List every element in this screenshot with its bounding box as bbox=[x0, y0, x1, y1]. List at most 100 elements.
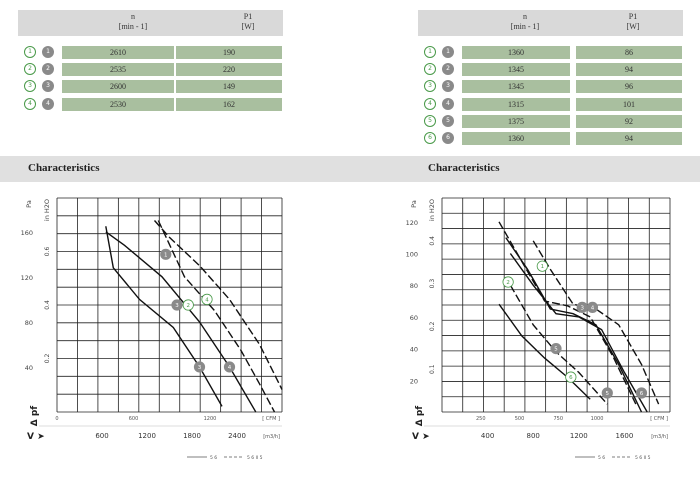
speed-cell: 1345 bbox=[462, 63, 570, 77]
curve-marker bbox=[160, 248, 172, 260]
curve-marker-icon: 6 bbox=[424, 132, 436, 144]
series-line-4 bbox=[532, 240, 660, 405]
y-secondary-tick-label: 0.4 bbox=[44, 300, 51, 310]
x-m3h-unit: [m3/h] bbox=[651, 434, 668, 440]
curve-marker-label: 6 bbox=[569, 375, 573, 381]
x-m3h-tick-label: 600 bbox=[95, 432, 108, 440]
table-row: 3 3 2600 149 bbox=[18, 80, 288, 94]
series-line-4 bbox=[157, 220, 276, 413]
power-cell: 101 bbox=[576, 97, 682, 111]
right-section-title: Characteristics bbox=[428, 162, 500, 174]
x-m3h-tick-label: 1600 bbox=[615, 432, 633, 440]
power-cell: 190 bbox=[176, 46, 282, 59]
series-line-2 bbox=[505, 237, 643, 413]
speed-cell: 1315 bbox=[462, 97, 570, 111]
power-cell: 162 bbox=[176, 97, 282, 111]
curve-marker-icon: 4 bbox=[24, 97, 36, 110]
speed-cell: 1360 bbox=[462, 132, 570, 145]
table-row: 5 5 1375 92 bbox=[418, 114, 688, 129]
power-cell: 94 bbox=[576, 63, 682, 77]
speed-cell: 2530 bbox=[62, 97, 174, 111]
curve-marker-icon: 4 bbox=[442, 97, 454, 110]
curve-marker-icon: 2 bbox=[442, 63, 454, 76]
curve-marker-label: 1 bbox=[164, 252, 168, 258]
y-tick-label: 80 bbox=[410, 282, 418, 290]
x-m3h-tick-label: 1800 bbox=[183, 432, 201, 440]
curve-marker-icon: 3 bbox=[24, 80, 36, 93]
curve-marker-icon: 4 bbox=[42, 97, 54, 110]
v-axis-label: V ➤ bbox=[27, 432, 45, 442]
speed-cell: 1360 bbox=[462, 46, 570, 59]
table-row: 2 2 2535 220 bbox=[18, 63, 288, 77]
speed-cell: 2600 bbox=[62, 80, 174, 94]
curve-marker-label: 4 bbox=[228, 365, 232, 371]
speed-cell: 1375 bbox=[462, 114, 570, 128]
power-cell: 94 bbox=[576, 132, 682, 145]
y-tick-label: 120 bbox=[406, 219, 418, 227]
right-p-header: P1 [W] bbox=[626, 12, 640, 31]
curve-marker-icon: 3 bbox=[442, 80, 454, 93]
curve-marker bbox=[171, 299, 183, 311]
x-cfm-tick-label: 0 bbox=[55, 416, 58, 422]
speed-cell: 2610 bbox=[62, 46, 174, 59]
x-cfm-tick-label: 500 bbox=[515, 416, 525, 422]
curve-marker-label: 5 bbox=[606, 391, 610, 397]
curve-marker bbox=[223, 361, 236, 373]
left-n-header: n [min - 1] bbox=[118, 12, 148, 31]
curve-marker-icon: 3 bbox=[42, 80, 54, 93]
y-axis-label-pa: Pa bbox=[410, 200, 418, 208]
y-tick-label: 80 bbox=[25, 319, 33, 327]
curve-marker bbox=[182, 299, 194, 311]
series-line-3 bbox=[509, 253, 648, 413]
x-m3h-tick-label: 800 bbox=[527, 432, 540, 440]
series-line-2 bbox=[105, 231, 257, 413]
y-tick-label: 120 bbox=[21, 274, 33, 282]
legend-dashed-label: 5 6 II 5 bbox=[635, 455, 651, 461]
curve-marker bbox=[502, 276, 514, 288]
x-cfm-tick-label: 250 bbox=[476, 416, 486, 422]
speed-cell: 2535 bbox=[62, 63, 174, 77]
curve-marker-icon: 1 bbox=[24, 46, 36, 58]
y-tick-label: 40 bbox=[410, 346, 418, 354]
left-table-header: n [min - 1] P1 [W] bbox=[18, 10, 283, 36]
y-secondary-tick-label: 0.2 bbox=[429, 321, 436, 331]
legend-dashed-label: 5 6 II 5 bbox=[247, 455, 263, 461]
curve-marker-label: 6 bbox=[640, 391, 644, 397]
curve-marker-label: 4 bbox=[205, 297, 209, 303]
curve-marker-label: 1 bbox=[541, 264, 545, 270]
series-line-5 bbox=[498, 303, 591, 400]
characteristics-band: Characteristics Characteristics bbox=[0, 156, 700, 182]
x-m3h-tick-label: 1200 bbox=[570, 432, 588, 440]
curve-marker bbox=[201, 293, 213, 305]
x-cfm-tick-label: 600 bbox=[129, 416, 139, 422]
table-row: 4 4 1315 101 bbox=[418, 97, 688, 112]
legend-solid-label: 5 6 bbox=[210, 455, 217, 461]
curve-marker-label: 4 bbox=[591, 305, 595, 311]
table-row: 1 1 2610 190 bbox=[18, 46, 288, 60]
curve-marker-icon: 2 bbox=[42, 63, 54, 76]
x-m3h-tick-label: 1200 bbox=[138, 432, 156, 440]
curve-marker-icon: 2 bbox=[24, 63, 36, 76]
series-line-3 bbox=[105, 226, 223, 407]
curve-marker-label: 3 bbox=[198, 365, 202, 371]
y-secondary-tick-label: 0.2 bbox=[44, 354, 51, 364]
table-row: 6 6 1360 94 bbox=[418, 132, 688, 146]
y-tick-label: 40 bbox=[25, 364, 33, 372]
power-cell: 96 bbox=[576, 80, 682, 94]
y-tick-label: 100 bbox=[406, 250, 418, 258]
left-p-header: P1 [W] bbox=[241, 12, 255, 31]
curve-marker-label: 2 bbox=[187, 303, 191, 309]
left-section-title: Characteristics bbox=[28, 162, 100, 174]
x-m3h-unit: [m3/h] bbox=[263, 434, 280, 440]
power-cell: 149 bbox=[176, 80, 282, 94]
curve-marker-icon: 5 bbox=[424, 114, 436, 127]
curve-marker-icon: 1 bbox=[442, 46, 454, 58]
y-tick-label: 20 bbox=[410, 377, 418, 385]
curve-marker-label: 3 bbox=[580, 305, 584, 311]
curve-marker bbox=[586, 301, 599, 313]
v-axis-label: V ➤ bbox=[412, 432, 430, 442]
x-cfm-tick-label: 1200 bbox=[204, 416, 217, 422]
curve-marker-icon: 3 bbox=[424, 80, 436, 93]
legend-solid-label: 5 6 bbox=[598, 455, 605, 461]
